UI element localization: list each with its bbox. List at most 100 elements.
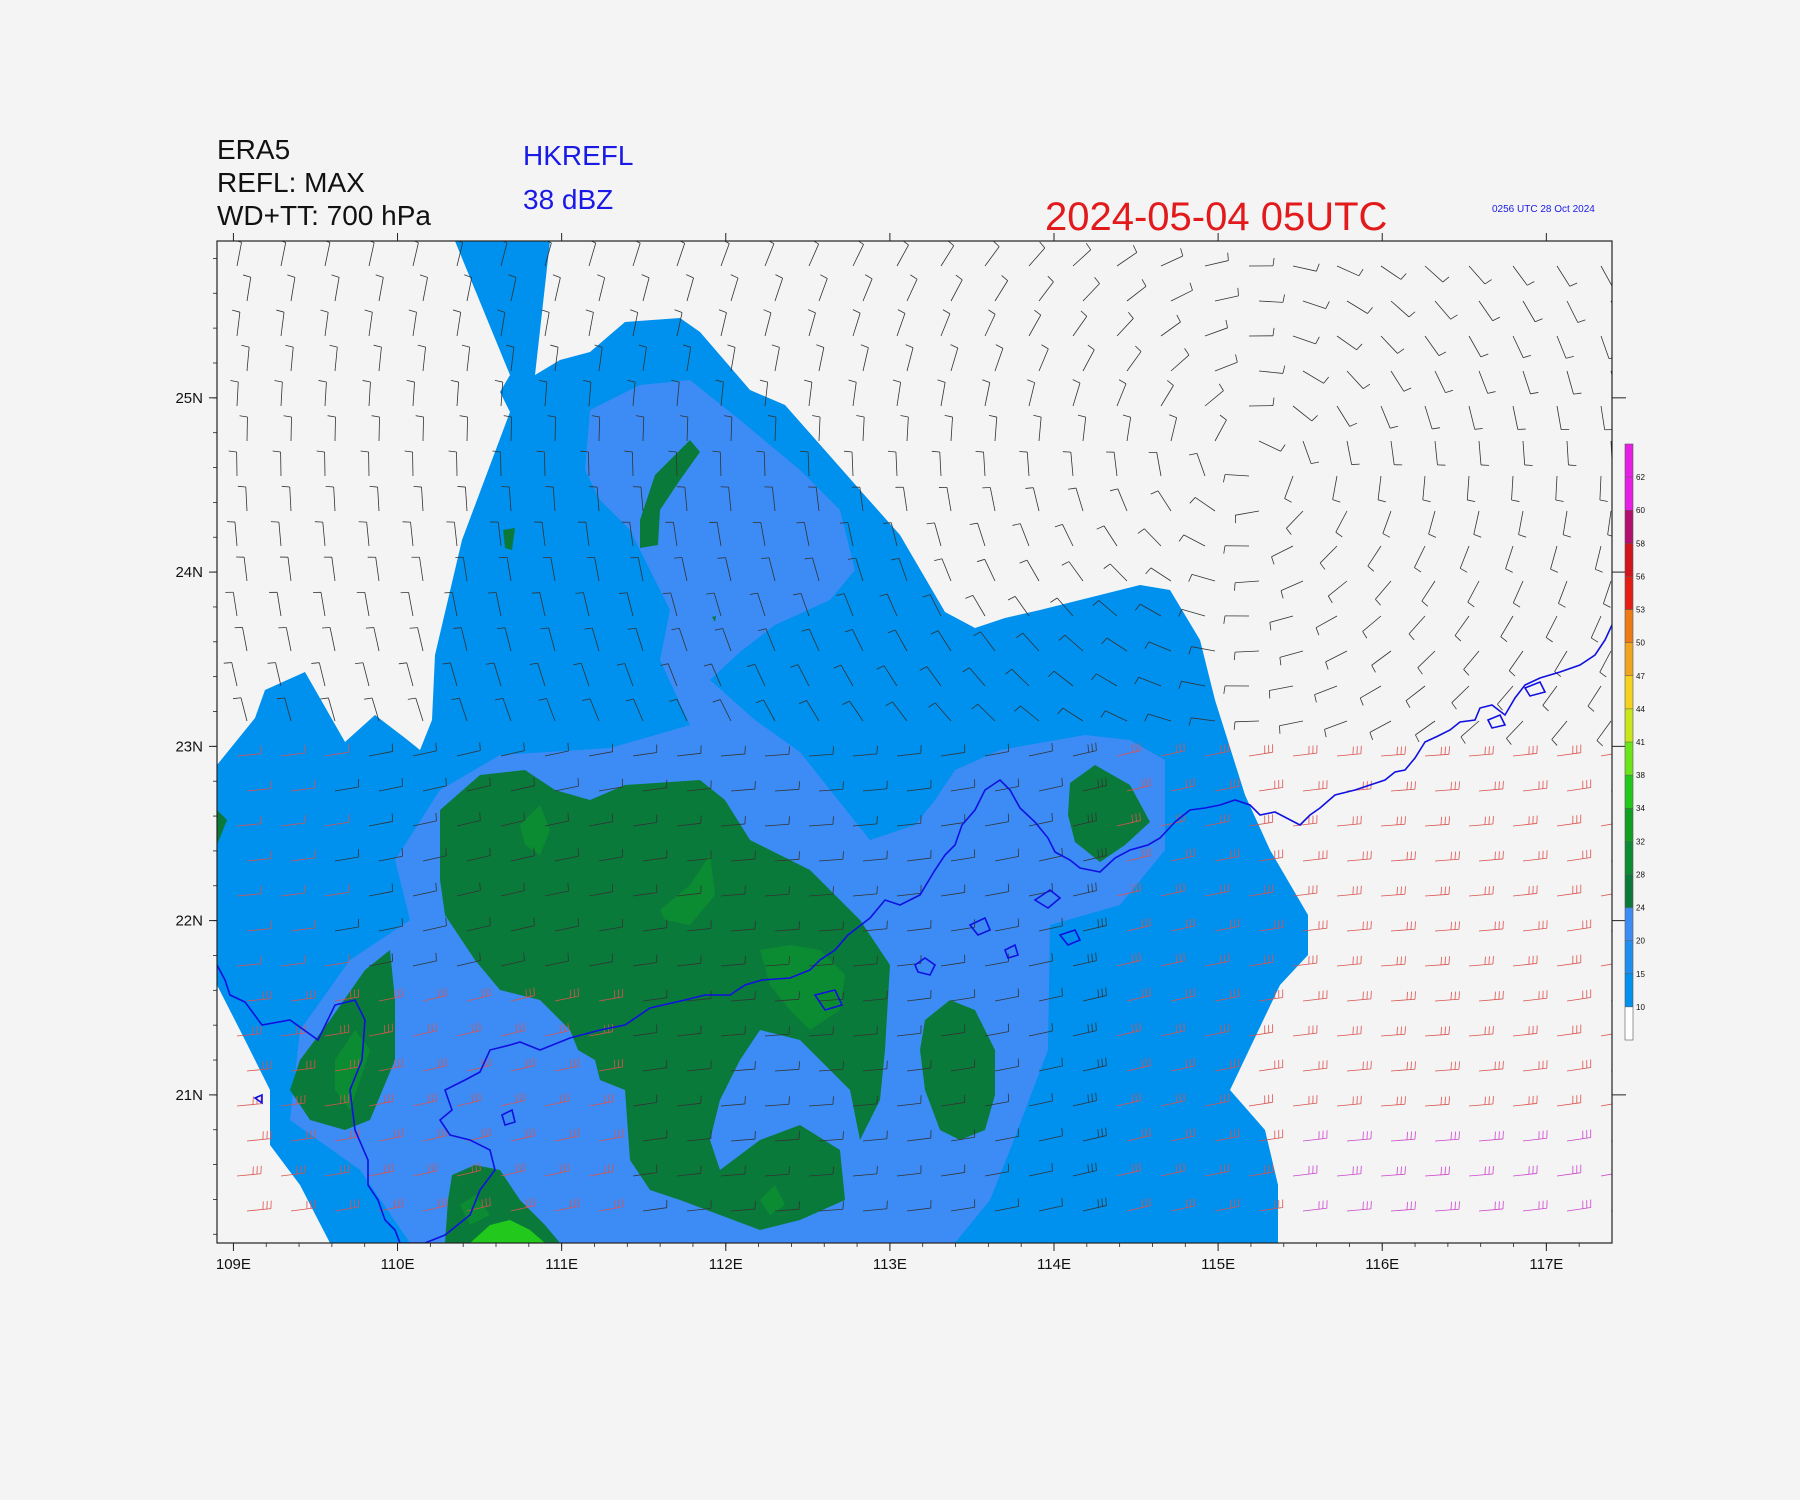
wind-barb: [1302, 370, 1329, 384]
wind-barb: [1545, 615, 1558, 643]
colorbar-swatch: [1625, 609, 1633, 643]
wind-barb: [1134, 676, 1162, 687]
wind-barb: [674, 309, 683, 337]
wind-barb: [1292, 815, 1318, 827]
wind-barb: [1082, 777, 1107, 792]
wind-barb: [573, 662, 590, 687]
wind-barb: [764, 816, 790, 827]
wind-barb: [272, 450, 282, 477]
wind-barb: [510, 847, 535, 862]
wind-barb: [404, 450, 414, 477]
wind-barb: [554, 1128, 579, 1142]
wind-barb: [774, 1131, 800, 1142]
wind-barb: [529, 662, 546, 687]
wind-barb: [720, 815, 746, 827]
wind-barb: [940, 954, 966, 967]
wind-barb: [764, 486, 776, 512]
wind-barb: [1068, 487, 1084, 512]
colorbar-swatch: [1625, 907, 1633, 941]
wind-barb: [400, 592, 414, 617]
wind-barb: [496, 627, 512, 652]
reflectivity-field: [217, 241, 1308, 1243]
wind-barb: [1101, 637, 1128, 652]
wind-barb: [1468, 886, 1494, 897]
wind-barbs: [223, 241, 1612, 1212]
wind-barb: [1292, 745, 1318, 757]
wind-barb: [906, 780, 932, 792]
wind-barb: [988, 414, 998, 442]
wind-barb: [730, 851, 756, 862]
wind-barb: [1408, 615, 1426, 641]
wind-barb: [1058, 634, 1084, 652]
wind-barb: [635, 415, 645, 442]
wind-barb: [994, 848, 1019, 862]
wind-barb: [833, 664, 854, 687]
wind-barb: [630, 309, 639, 337]
wind-barb: [1556, 405, 1570, 431]
wind-barb: [279, 556, 292, 582]
wind-barb: [280, 955, 306, 967]
wind-barb: [642, 849, 668, 862]
wind-barb: [1072, 1092, 1097, 1107]
wind-barb: [676, 1165, 702, 1177]
wind-barb: [1170, 987, 1195, 1002]
wind-barb: [994, 275, 1009, 302]
wind-barb: [994, 1198, 1019, 1212]
wind-barb: [545, 486, 556, 512]
wind-barb: [1336, 265, 1364, 277]
wind-barb: [804, 557, 820, 582]
wind-barb: [642, 989, 668, 1002]
wind-barb: [852, 745, 878, 757]
wind-barb: [1359, 685, 1382, 706]
wind-barb: [314, 521, 326, 547]
wind-barb: [1434, 921, 1460, 932]
wind-barb: [1248, 257, 1275, 267]
wind-barb: [1594, 545, 1603, 573]
wind-barb: [686, 780, 712, 792]
wind-barb: [1100, 710, 1128, 722]
wind-barb: [407, 697, 424, 722]
wind-barb: [313, 591, 326, 617]
wind-barb: [320, 697, 336, 722]
wind-barb: [839, 522, 854, 547]
wind-barb: [1417, 650, 1436, 675]
wind-barb: [1382, 510, 1392, 538]
wind-barb: [1390, 1201, 1416, 1212]
wind-barb: [712, 699, 732, 722]
wind-barb: [446, 521, 458, 547]
wind-barb: [1405, 685, 1426, 708]
wind-barb: [575, 592, 590, 617]
coastline-islands-10: [1486, 713, 1507, 729]
wind-barb: [638, 344, 647, 372]
wind-barb: [808, 1096, 834, 1107]
wind-barb: [1478, 300, 1501, 322]
colorbar-label: 24: [1636, 904, 1645, 913]
wind-barb: [1468, 1166, 1494, 1177]
wind-barb: [730, 1061, 756, 1072]
wind-barb: [676, 955, 702, 967]
wind-barb: [1028, 742, 1053, 757]
wind-barb: [1038, 275, 1054, 302]
lat-tick-label: 21N: [175, 1087, 203, 1104]
wind-barb: [1170, 777, 1195, 792]
wind-barb: [994, 988, 1019, 1002]
reflectivity-28dbz-speck: [503, 528, 515, 550]
wind-barb: [232, 309, 241, 337]
wind-barb: [280, 815, 306, 827]
wind-barb: [358, 521, 370, 547]
wind-barb: [1600, 1173, 1612, 1177]
colorbar-label: 58: [1636, 539, 1645, 548]
wind-barb: [1160, 742, 1185, 757]
wind-barb: [1116, 1162, 1141, 1177]
wind-barb: [852, 955, 878, 967]
wind-barb: [598, 918, 624, 932]
plot-header-left: ERA5 REFL: MAX WD+TT: 700 hPa: [217, 133, 431, 232]
wind-barb: [242, 274, 252, 302]
wind-barb: [494, 379, 504, 407]
wind-barb: [239, 415, 248, 442]
wind-barb: [1600, 335, 1612, 360]
wind-barb: [928, 702, 952, 722]
colorbar-swatch: [1625, 708, 1633, 742]
wind-barb: [453, 627, 468, 652]
wind-barb: [808, 746, 834, 757]
